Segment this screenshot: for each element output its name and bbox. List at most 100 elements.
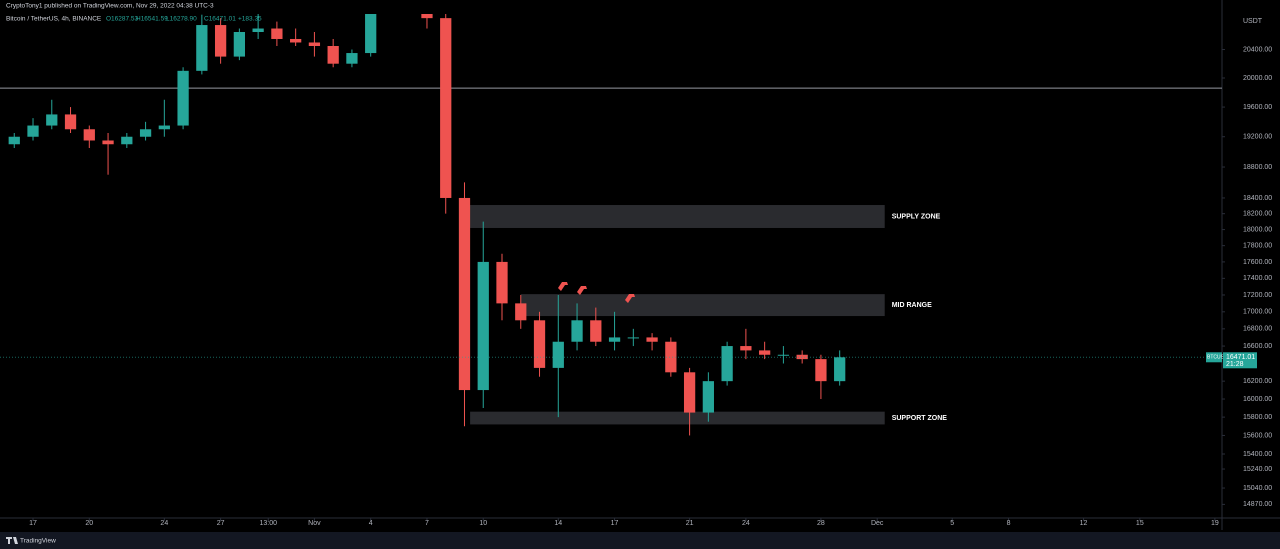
y-tick-label: 16600.00 [1243, 343, 1272, 350]
y-tick-label: 19600.00 [1243, 104, 1272, 111]
candle-body [83, 129, 95, 141]
x-tick-label: 12 [1080, 520, 1088, 527]
candle-body [308, 42, 321, 47]
candle-body [590, 320, 602, 342]
zone-label: MID RANGE [892, 302, 932, 309]
y-tick-label: 20400.00 [1243, 46, 1272, 53]
published-line: CryptoTony1 published on TradingView.com… [6, 3, 214, 10]
x-tick-label: 5 [950, 520, 954, 527]
candle-body [233, 32, 246, 57]
x-tick-label: Nov [308, 520, 321, 527]
candle-body [834, 357, 846, 382]
x-tick-label: 10 [479, 520, 487, 527]
candle-body [552, 341, 564, 368]
candle-body [533, 320, 546, 368]
x-tick-label: 19 [1211, 520, 1219, 527]
symbol: Bitcoin / TetherUS, 4h, BINANCE [6, 16, 102, 23]
candle-body [64, 114, 77, 130]
y-tick-label: 17400.00 [1243, 275, 1272, 282]
y-tick-label: 19200.00 [1243, 134, 1272, 141]
y-tick-label: 15040.00 [1243, 485, 1272, 492]
zone [464, 205, 885, 228]
candle-body [214, 25, 227, 57]
candle-body [646, 337, 658, 342]
x-tick-label: 24 [742, 520, 750, 527]
candle-body [102, 140, 114, 145]
y-tick-label: 15600.00 [1243, 432, 1272, 439]
candle-body [121, 136, 133, 145]
zone [520, 294, 885, 317]
drawing-markers [558, 282, 635, 303]
x-tick-label: 17 [611, 520, 619, 527]
y-tick-label: 18200.00 [1243, 211, 1272, 218]
x-tick-label: 28 [817, 520, 825, 527]
candle-body [365, 14, 377, 54]
candle-body [608, 337, 621, 342]
y-tick-label: 17000.00 [1243, 309, 1272, 316]
candle-body [796, 354, 808, 360]
candle-body [496, 261, 508, 304]
candle-body [627, 337, 639, 339]
candle-body [271, 28, 283, 39]
y-tick-label: 20000.00 [1243, 75, 1272, 82]
candle-body [740, 346, 752, 351]
y-tick-label: 15800.00 [1243, 414, 1272, 421]
y-tick-label: 18000.00 [1243, 226, 1272, 233]
x-tick-label: 27 [217, 520, 225, 527]
footer-bar [0, 532, 1280, 549]
y-tick-label: 16000.00 [1243, 396, 1272, 403]
candle-body [177, 70, 189, 126]
candle-body [777, 354, 790, 356]
y-tick-label: 18400.00 [1243, 195, 1272, 202]
ohlc-change: +183.35 [238, 16, 262, 23]
ohlc-high: H16541.59 [136, 16, 168, 23]
y-tick-label: 17800.00 [1243, 242, 1272, 249]
price-tag [1223, 352, 1257, 369]
currency-label: USDT [1243, 18, 1263, 25]
candle-body [27, 125, 39, 137]
y-tick-label: 18800.00 [1243, 164, 1272, 171]
candle-body [8, 136, 20, 145]
candle-body [515, 303, 527, 321]
x-tick-label: 21 [686, 520, 694, 527]
candle-body [46, 114, 58, 126]
price-tag-countdown: 21:28 [1226, 361, 1244, 368]
x-tick-label: 8 [1007, 520, 1011, 527]
x-tick-label: 20 [85, 520, 93, 527]
candle-body [346, 53, 358, 64]
x-tick-label: 17 [29, 520, 37, 527]
ohlc-low: L16278.90 [166, 16, 197, 23]
x-tick-label: 13:00 [259, 520, 277, 527]
candle-body [139, 129, 152, 137]
candle-body [158, 125, 170, 130]
candle-body [440, 18, 452, 198]
symbol-line: Bitcoin / TetherUS, 4h, BINANCE O16287.5… [6, 16, 262, 23]
x-tick-label: Dec [871, 520, 884, 527]
zone-label: SUPPORT ZONE [892, 415, 948, 422]
candle-body [458, 197, 471, 391]
candle-body [327, 46, 339, 64]
zone-label: SUPPLY ZONE [892, 213, 941, 220]
marker-icon [558, 282, 568, 291]
candle-body [196, 25, 208, 71]
candle-body [252, 28, 264, 33]
y-tick-label: 16200.00 [1243, 378, 1272, 385]
candle-body [665, 341, 677, 373]
x-tick-label: 15 [1136, 520, 1144, 527]
y-tick-label: 15400.00 [1243, 451, 1272, 458]
candle-body [759, 350, 771, 355]
y-tick-label: 16800.00 [1243, 326, 1272, 333]
symbol-tag [1206, 352, 1222, 363]
candle-body [421, 14, 433, 19]
y-tick-label: 15240.00 [1243, 466, 1272, 473]
x-tick-label: 4 [369, 520, 373, 527]
candle-body [815, 359, 827, 382]
zone [470, 411, 885, 425]
ohlc-close: C16471.01 [204, 16, 236, 23]
candle-body [721, 346, 733, 382]
footer-brand: TradingView [20, 538, 56, 545]
marker-icon [577, 286, 587, 295]
